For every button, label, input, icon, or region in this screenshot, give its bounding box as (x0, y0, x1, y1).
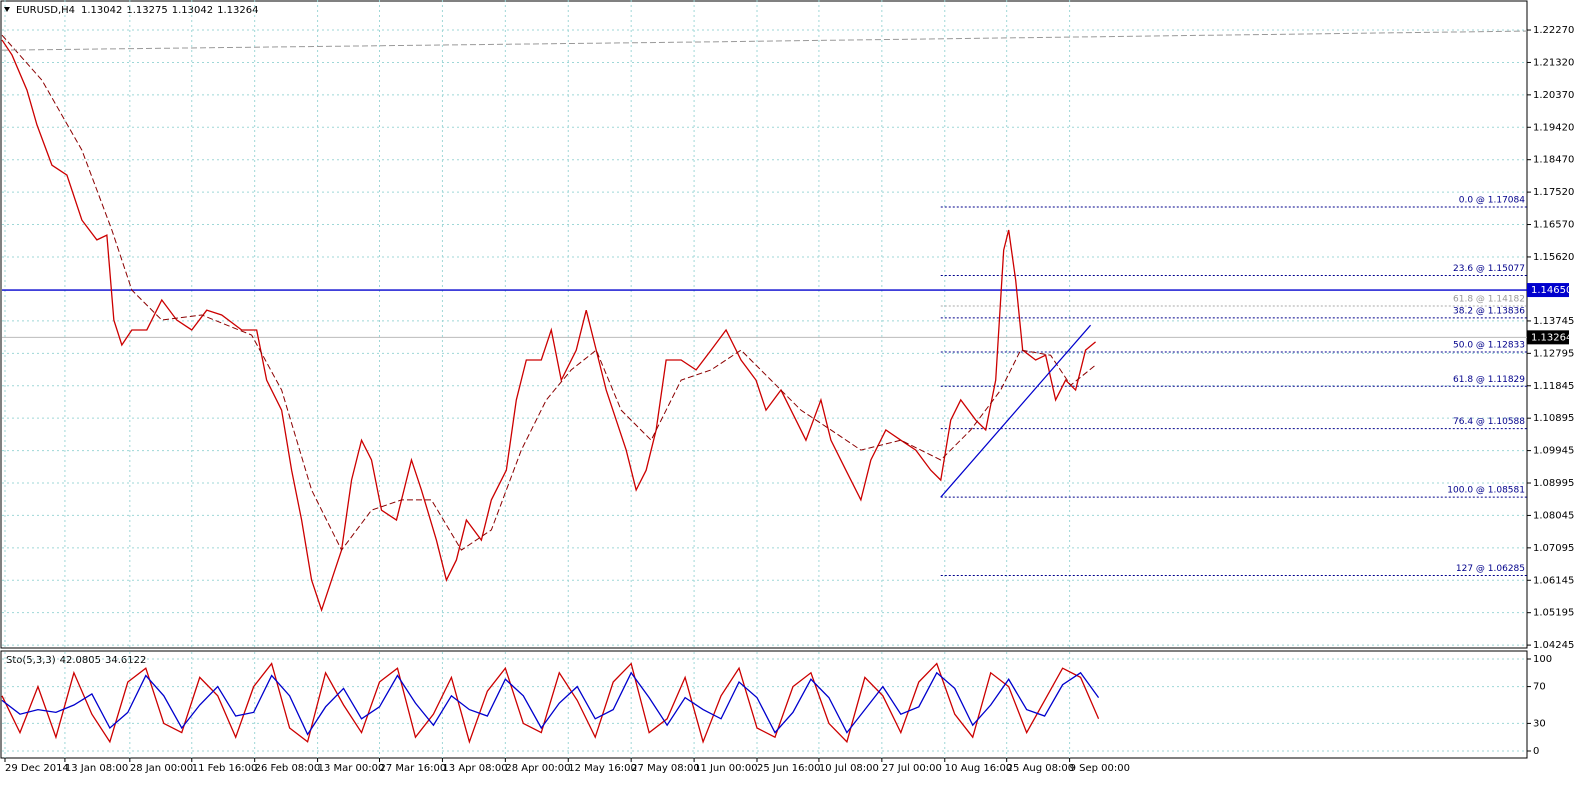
fib-label: 61.8 @ 1.11829 (1453, 375, 1525, 385)
x-tick-label: 11 Jun 00:00 (694, 763, 758, 774)
x-tick-label: 26 Feb 08:00 (255, 763, 321, 774)
fib-label: 38.2 @ 1.13836 (1453, 306, 1525, 316)
fib-label: 61.8 @ 1.14182 (1453, 295, 1525, 305)
x-tick-label: 27 Mar 16:00 (380, 763, 447, 774)
y-tick-label: 1.19420 (1533, 122, 1574, 133)
x-tick-label: 13 Apr 08:00 (442, 763, 507, 774)
y-tick-label: 1.09945 (1533, 446, 1574, 457)
fib-label: 127 @ 1.06285 (1456, 564, 1525, 574)
x-tick-label: 27 May 08:00 (631, 763, 700, 774)
trendline (940, 324, 1092, 498)
sto-value: 42.0805 (60, 655, 101, 666)
ohlc: 1.13264 (217, 5, 258, 16)
y-tick-label: 1.08995 (1533, 478, 1574, 489)
menu-arrow (4, 7, 10, 12)
y-tick-label: 0 (1533, 746, 1539, 757)
series-line (1, 39, 1096, 613)
x-tick-label: 28 Apr 00:00 (505, 763, 570, 774)
x-tick-label: 29 Dec 2014 (5, 763, 69, 774)
x-tick-label: 25 Jun 16:00 (757, 763, 821, 774)
fib-label: 76.4 @ 1.10588 (1453, 417, 1525, 427)
ohlc: 1.13042 (81, 5, 122, 16)
y-tick-label: 30 (1533, 718, 1546, 729)
x-tick-label: 10 Aug 16:00 (945, 763, 1012, 774)
ohlc: 1.13275 (126, 5, 167, 16)
main-header: EURUSD,H4 1.13042 1.13275 1.13042 1.13264 (16, 5, 258, 16)
sto-value: 34.6122 (105, 655, 146, 666)
x-tick-label: 13 Mar 00:00 (318, 763, 385, 774)
y-tick-label: 1.07095 (1533, 543, 1574, 554)
sto-panel (0, 650, 1528, 759)
x-tick-label: 10 Jul 08:00 (819, 763, 879, 774)
y-tick-label: 1.05195 (1533, 608, 1574, 619)
y-tick-label: 1.17520 (1533, 187, 1574, 198)
x-tick-label: 12 May 16:00 (568, 763, 637, 774)
fib-label: 0.0 @ 1.17084 (1459, 195, 1526, 205)
series-line (1, 671, 1100, 736)
y-tick-label: 1.21320 (1533, 57, 1574, 68)
fib-label: 50.0 @ 1.12833 (1453, 341, 1525, 351)
price-tag-label: 1.13264 (1531, 332, 1572, 343)
price-tag-label: 1.14650 (1531, 285, 1572, 296)
y-tick-label: 100 (1533, 654, 1552, 665)
main-panel (0, 0, 1528, 649)
y-tick-label: 1.20370 (1533, 90, 1574, 101)
fib-label: 100.0 @ 1.08581 (1447, 486, 1525, 496)
y-tick-label: 1.11845 (1533, 381, 1574, 392)
indicator-name: Sto(5,3,3) (6, 655, 56, 666)
y-tick-label: 1.13745 (1533, 316, 1574, 327)
y-tick-label: 1.10895 (1533, 413, 1574, 424)
y-tick-label: 1.06145 (1533, 575, 1574, 586)
y-tick-label: 1.08045 (1533, 510, 1574, 521)
fib-label: 23.6 @ 1.15077 (1453, 264, 1525, 274)
x-tick-label: 28 Jan 00:00 (130, 763, 193, 774)
price-tag (1527, 330, 1569, 345)
ohlc: 1.13042 (172, 5, 213, 16)
x-tick-label: 25 Aug 08:00 (1007, 763, 1074, 774)
x-tick-label: 27 Jul 00:00 (882, 763, 942, 774)
y-tick-label: 70 (1533, 682, 1546, 693)
x-tick-label: 9 Sep 00:00 (1070, 763, 1130, 774)
y-tick-label: 1.15620 (1533, 252, 1574, 263)
y-tick-label: 1.18470 (1533, 155, 1574, 166)
series-line (1, 34, 1096, 552)
sto-header: Sto(5,3,3) 42.0805 34.6122 (6, 655, 146, 666)
y-tick-label: 1.12795 (1533, 348, 1574, 359)
y-tick-label: 1.04245 (1533, 640, 1574, 651)
x-tick-label: 13 Jan 08:00 (65, 763, 128, 774)
x-tick-label: 11 Feb 16:00 (192, 763, 258, 774)
price-tag (1527, 283, 1569, 298)
y-tick-label: 1.16570 (1533, 220, 1574, 231)
y-tick-label: 1.22270 (1533, 25, 1574, 36)
symbol: EURUSD,H4 (16, 5, 75, 16)
